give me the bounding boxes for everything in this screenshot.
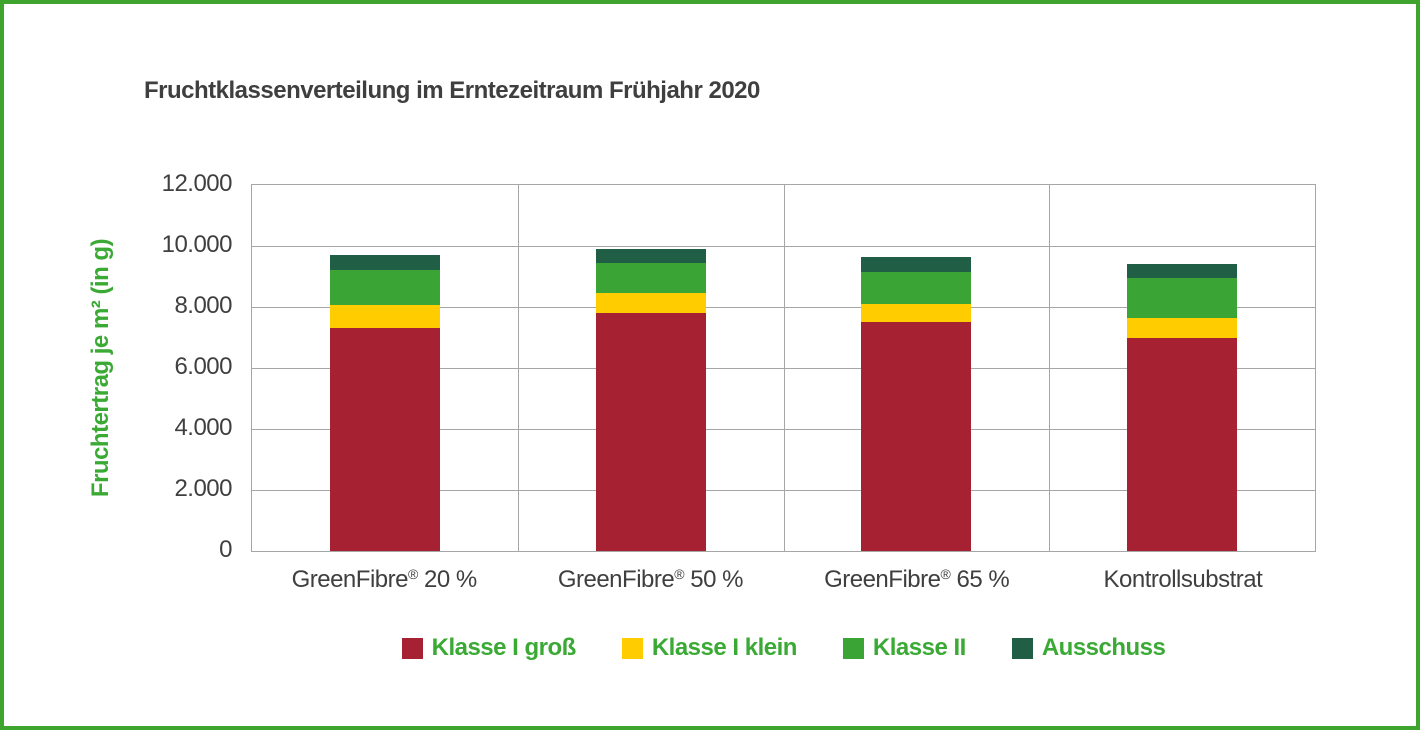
x-axis-label: GreenFibre® 20 % [291, 566, 478, 593]
bar-segment [329, 270, 440, 306]
bar-segment [595, 293, 706, 314]
x-axis-label: Kontrollsubstrat [1103, 566, 1263, 593]
y-tick-label: 6.000 [174, 353, 232, 380]
chart-title: Fruchtklassenverteilung im Erntezeitraum… [144, 77, 760, 104]
bar-segment [861, 256, 972, 272]
bar-segment [329, 328, 440, 551]
bar-segment [1127, 337, 1238, 551]
bar-stack [329, 255, 440, 551]
bar-segment [1127, 264, 1238, 279]
legend-label: Ausschuss [1041, 634, 1166, 661]
x-axis-label: GreenFibre® 50 % [557, 566, 744, 593]
x-axis-labels: GreenFibre® 20 % GreenFibre® 50 % GreenFib… [251, 566, 1316, 594]
legend-item: Klasse I groß [401, 634, 577, 662]
registered-trademark-symbol: ® [674, 566, 685, 582]
legend-swatch [1011, 637, 1033, 659]
bar-segment [1127, 317, 1238, 338]
bar-segment [595, 262, 706, 294]
bar-segment [595, 313, 706, 551]
bar-stack [861, 256, 972, 551]
y-tick-label: 12.000 [161, 170, 233, 197]
bar-segment [1127, 278, 1238, 318]
legend-label: Klasse I groß [431, 634, 577, 661]
y-tick-label: 0 [219, 536, 232, 563]
gridline-vertical [783, 185, 785, 551]
y-tick-label: 10.000 [161, 231, 233, 258]
y-tick-label: 4.000 [174, 414, 232, 441]
registered-trademark-symbol: ® [940, 566, 951, 582]
legend-label: Klasse II [872, 634, 966, 661]
gridline-vertical [1049, 185, 1051, 551]
bar-segment [329, 255, 440, 271]
bar-segment [861, 322, 972, 551]
x-axis-label: GreenFibre® 65 % [824, 566, 1010, 593]
registered-trademark-symbol: ® [407, 566, 418, 582]
legend: Klasse I groß Klasse I klein Klasse II Auss… [251, 634, 1316, 662]
legend-item: Ausschuss [1011, 634, 1166, 662]
bar-segment [595, 249, 706, 263]
legend-swatch [621, 637, 643, 659]
bar-segment [861, 271, 972, 304]
plot-area [251, 184, 1316, 552]
legend-item: Klasse I klein [621, 634, 798, 662]
gridline-vertical [517, 185, 519, 551]
y-tick-label: 2.000 [174, 475, 232, 502]
bar-segment [329, 305, 440, 329]
legend-swatch [842, 637, 864, 659]
legend-swatch [401, 637, 423, 659]
bar-stack [1127, 264, 1238, 551]
y-axis-tick-labels: 0 2.000 4.000 6.000 8.000 10.000 12.000 [4, 170, 233, 563]
legend-item: Klasse II [842, 634, 966, 662]
legend-label: Klasse I klein [651, 634, 798, 661]
bar-segment [861, 303, 972, 323]
y-tick-label: 8.000 [174, 292, 232, 319]
bar-stack [595, 249, 706, 551]
